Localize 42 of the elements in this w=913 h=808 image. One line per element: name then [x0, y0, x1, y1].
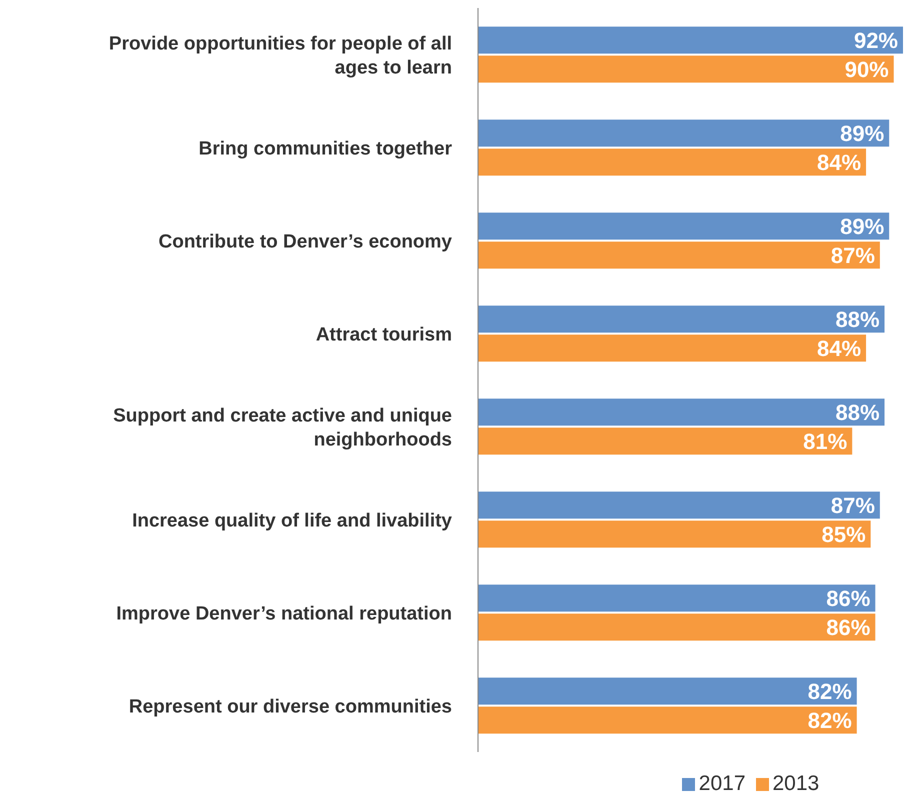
data-label: 89%: [840, 120, 884, 146]
bar: [478, 334, 866, 362]
y-tick-label: Represent our diverse communities: [128, 696, 452, 718]
bar: [478, 398, 885, 426]
bar: [478, 678, 857, 705]
data-label: 84%: [816, 150, 862, 175]
bar: [478, 242, 880, 269]
bar: [478, 428, 852, 455]
data-label: 89%: [840, 214, 884, 239]
y-tick-label: Contribute to Denver’s economy: [158, 232, 452, 252]
y-tick-label: Bring communities together: [198, 138, 453, 160]
data-label: 87%: [830, 492, 875, 518]
data-label: 86%: [826, 614, 870, 640]
y-tick-label: Provide opportunities for people of all ages to learn: [108, 34, 452, 78]
y-tick-label: Improve Denver’s national reputation: [116, 604, 452, 624]
data-label: 92%: [854, 28, 898, 53]
bar: [478, 706, 857, 734]
data-label: 90%: [844, 56, 889, 82]
bar: [478, 614, 876, 641]
data-label: 88%: [835, 400, 880, 425]
bar: [478, 56, 894, 83]
bar: [478, 306, 885, 333]
bar: [478, 212, 890, 240]
y-tick-label: Support and create active and unique neighborhoods: [113, 406, 452, 450]
y-tick-label: Attract tourism: [316, 324, 452, 346]
legend-label: 2013: [772, 772, 820, 795]
bar: [478, 120, 890, 147]
data-label: 82%: [808, 708, 852, 733]
data-label: 81%: [803, 428, 848, 454]
bar: [478, 492, 880, 519]
data-label: 86%: [826, 586, 870, 611]
bar: [478, 520, 871, 548]
bar: [478, 26, 903, 54]
data-label: 87%: [830, 242, 875, 268]
y-tick-label: Increase quality of life and livability: [132, 510, 452, 532]
bar: [478, 148, 866, 176]
data-label: 88%: [835, 306, 880, 332]
legend-label: 2017: [698, 772, 746, 795]
data-label: 84%: [816, 336, 862, 361]
data-label: 85%: [822, 522, 866, 547]
bar: [478, 584, 876, 612]
data-label: 82%: [808, 678, 852, 704]
